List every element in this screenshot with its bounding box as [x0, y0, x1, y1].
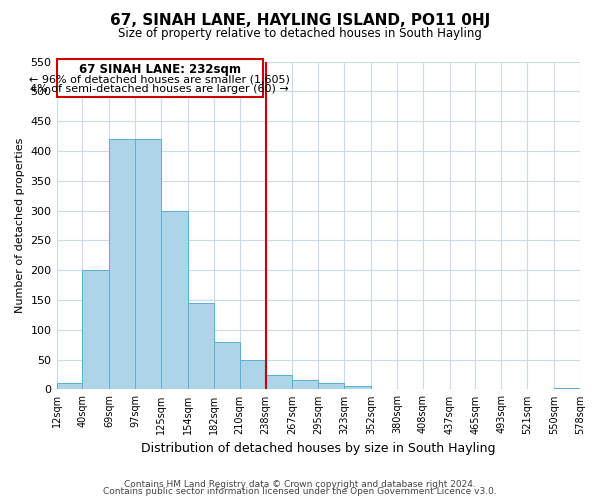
Bar	[135, 139, 161, 390]
Y-axis label: Number of detached properties: Number of detached properties	[15, 138, 25, 313]
Bar	[266, 374, 292, 390]
Text: 67, SINAH LANE, HAYLING ISLAND, PO11 0HJ: 67, SINAH LANE, HAYLING ISLAND, PO11 0HJ	[110, 12, 490, 28]
Text: Contains public sector information licensed under the Open Government Licence v3: Contains public sector information licen…	[103, 487, 497, 496]
Bar	[239, 360, 266, 390]
Bar	[82, 270, 109, 390]
Bar	[318, 384, 344, 390]
Bar	[161, 210, 188, 390]
Text: Contains HM Land Registry data © Crown copyright and database right 2024.: Contains HM Land Registry data © Crown c…	[124, 480, 476, 489]
Bar	[109, 139, 135, 390]
Text: 4% of semi-detached houses are larger (60) →: 4% of semi-detached houses are larger (6…	[30, 84, 289, 94]
Text: ← 96% of detached houses are smaller (1,605): ← 96% of detached houses are smaller (1,…	[29, 74, 290, 84]
Bar	[188, 303, 214, 390]
Bar	[56, 384, 82, 390]
X-axis label: Distribution of detached houses by size in South Hayling: Distribution of detached houses by size …	[141, 442, 496, 455]
Text: Size of property relative to detached houses in South Hayling: Size of property relative to detached ho…	[118, 28, 482, 40]
Bar	[344, 386, 371, 390]
FancyBboxPatch shape	[56, 58, 263, 98]
Bar	[554, 388, 580, 390]
Bar	[292, 380, 318, 390]
Bar	[214, 342, 239, 390]
Text: 67 SINAH LANE: 232sqm: 67 SINAH LANE: 232sqm	[79, 64, 241, 76]
